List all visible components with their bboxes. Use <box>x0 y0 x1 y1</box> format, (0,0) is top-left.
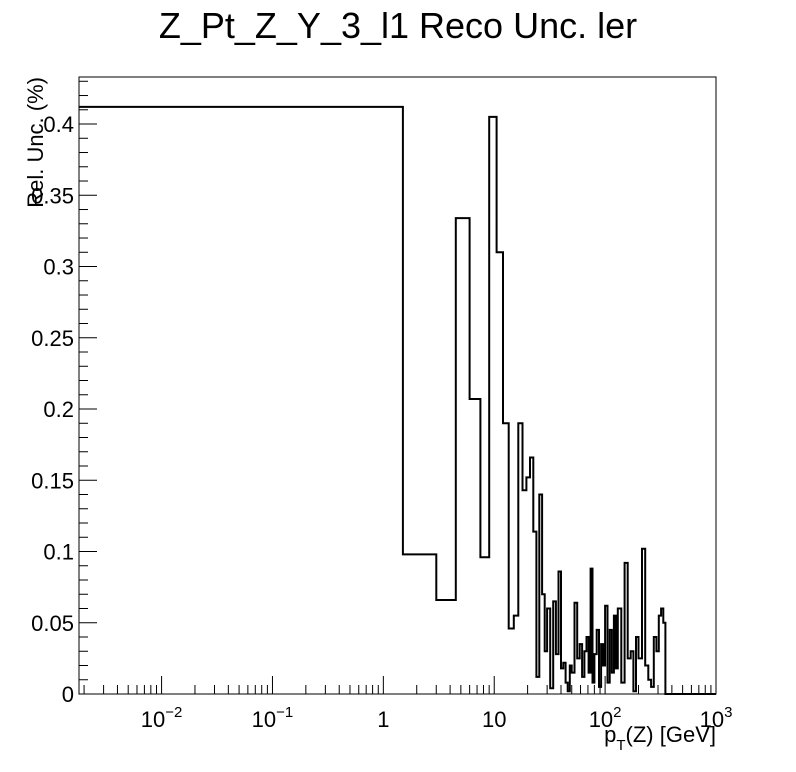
x-axis-label-sub: T <box>616 737 625 754</box>
y-tick-label: 0 <box>62 682 74 707</box>
x-tick-label: 10−2 <box>141 704 183 732</box>
y-tick-label: 0.15 <box>31 468 74 493</box>
histogram-series-line <box>79 105 716 695</box>
x-tick-label: 102 <box>589 704 622 732</box>
y-tick-label: 0.3 <box>43 255 74 280</box>
y-tick-label: 0.35 <box>31 183 74 208</box>
y-axis-label: Rel. Unc. (%) <box>23 77 48 208</box>
y-tick-label: 0.4 <box>43 112 74 137</box>
y-tick-label: 0.05 <box>31 611 74 636</box>
y-axis: 0 0.05 0.1 0.15 0.2 0.25 0.3 0.35 0.4 <box>31 80 97 707</box>
x-axis-label-base: p <box>604 722 616 747</box>
x-axis-label-rest: (Z) [GeV] <box>626 722 716 747</box>
x-tick-label: 10 <box>482 707 506 732</box>
x-tick-label: 1 <box>377 707 389 732</box>
x-tick-label: 103 <box>700 704 733 732</box>
y-tick-label: 0.1 <box>43 540 74 565</box>
x-axis-label: pT(Z) [GeV] <box>604 722 716 754</box>
x-tick-label: 10−1 <box>252 704 294 732</box>
y-tick-label: 0.25 <box>31 326 74 351</box>
plot-frame <box>78 76 717 695</box>
chart-title: Z_Pt_Z_Y_3_l1 Reco Unc. ler <box>159 5 637 46</box>
x-axis: 10−2 10−1 1 10 102 103 <box>83 676 733 732</box>
y-tick-label: 0.2 <box>43 397 74 422</box>
